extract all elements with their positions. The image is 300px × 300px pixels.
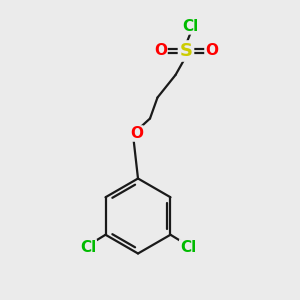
Text: O: O bbox=[205, 44, 218, 59]
Text: O: O bbox=[130, 126, 143, 141]
Text: O: O bbox=[154, 44, 167, 59]
Text: Cl: Cl bbox=[80, 240, 96, 255]
Text: Cl: Cl bbox=[180, 240, 196, 255]
Text: S: S bbox=[179, 42, 193, 60]
Text: Cl: Cl bbox=[182, 19, 199, 34]
